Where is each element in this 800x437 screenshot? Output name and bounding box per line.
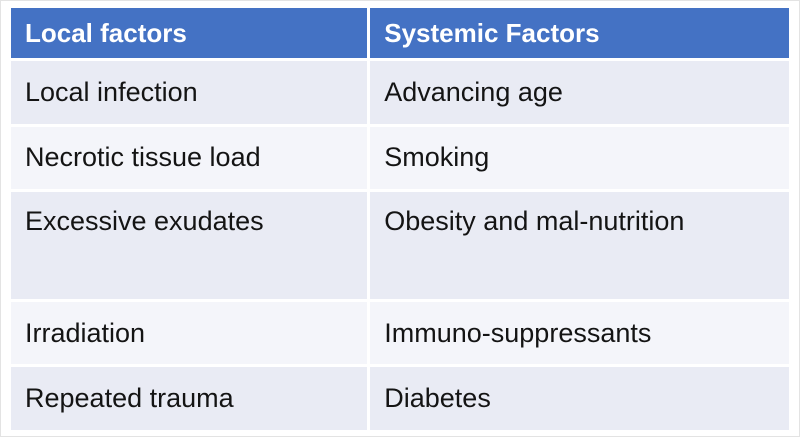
factors-table-container: Local factors Systemic Factors Local inf… bbox=[7, 5, 792, 433]
header-cell-systemic-factors: Systemic Factors bbox=[367, 5, 792, 61]
cell-systemic-factor: Diabetes bbox=[367, 364, 792, 433]
header-row: Local factors Systemic Factors bbox=[7, 5, 792, 61]
factors-table: Local factors Systemic Factors Local inf… bbox=[7, 5, 792, 433]
cell-systemic-factor: Advancing age bbox=[367, 58, 792, 127]
table-row: Local infection Advancing age bbox=[7, 58, 792, 127]
table-row: Excessive exudates Obesity and mal-nutri… bbox=[7, 189, 792, 302]
cell-systemic-factor: Immuno-suppressants bbox=[367, 298, 792, 368]
header-cell-local-factors: Local factors bbox=[7, 5, 371, 61]
cell-local-factor: Repeated trauma bbox=[7, 364, 371, 433]
cell-systemic-factor: Smoking bbox=[367, 123, 792, 193]
table-row: Necrotic tissue load Smoking bbox=[7, 123, 792, 193]
cell-local-factor: Local infection bbox=[7, 58, 371, 127]
table-row: Irradiation Immuno-suppressants bbox=[7, 298, 792, 368]
cell-local-factor: Irradiation bbox=[7, 298, 371, 368]
cell-local-factor: Excessive exudates bbox=[7, 189, 371, 302]
cell-systemic-factor: Obesity and mal-nutrition bbox=[367, 189, 792, 302]
table-row: Repeated trauma Diabetes bbox=[7, 364, 792, 433]
cell-local-factor: Necrotic tissue load bbox=[7, 123, 371, 193]
